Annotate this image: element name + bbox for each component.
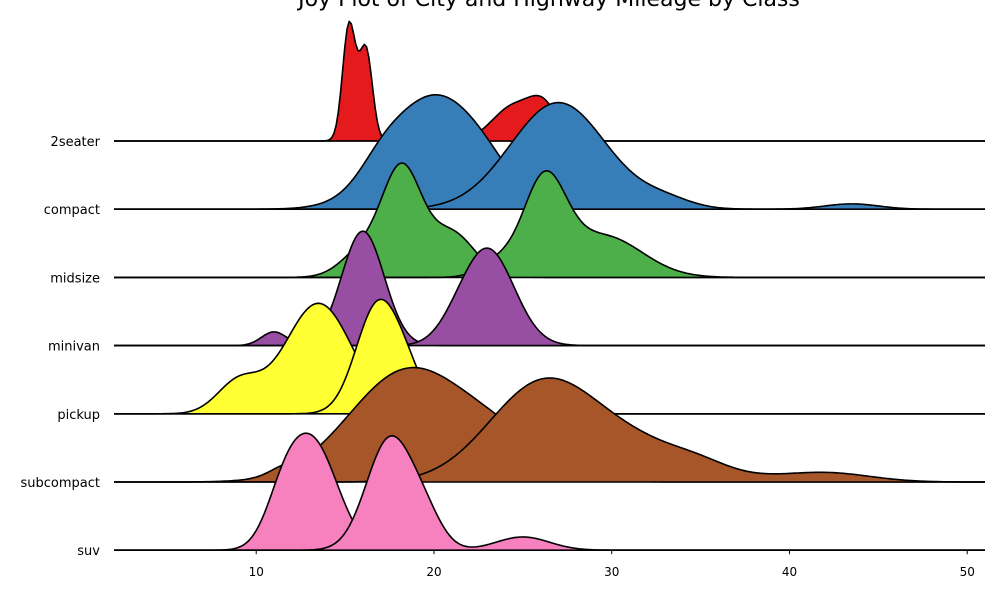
row-label-pickup: pickup <box>57 408 100 423</box>
ridges-group <box>114 20 986 552</box>
ridge-area-suv-cty <box>114 433 985 551</box>
ridge-area-subcompact-cty <box>114 367 985 482</box>
ridge-area-compact-hwy <box>114 102 985 210</box>
ridge-area-pickup-cty <box>114 303 985 414</box>
row-label-2seater: 2seater <box>51 135 101 150</box>
ridge-area-subcompact-hwy <box>114 378 985 482</box>
x-tick-label: 20 <box>426 565 441 579</box>
row-label-minivan: minivan <box>48 340 100 355</box>
row-labels: 2seater compact midsize minivan pickup subcom… <box>21 135 101 559</box>
chart-title: Joy Plot of City and Highway Mileage by … <box>296 0 800 12</box>
ridge-midsize <box>114 162 985 279</box>
ridge-subcompact <box>114 366 986 483</box>
x-axis: 10 20 30 40 50 <box>249 550 975 579</box>
row-label-midsize: midsize <box>50 271 100 286</box>
x-tick-label: 30 <box>604 565 619 579</box>
x-tick-label: 50 <box>960 565 975 579</box>
x-tick-label: 10 <box>249 565 264 579</box>
ridge-suv <box>114 432 985 552</box>
ridge-area-midsize-hwy <box>114 170 985 278</box>
row-label-subcompact: subcompact <box>21 476 101 491</box>
row-label-suv: suv <box>77 544 100 559</box>
row-label-compact: compact <box>44 203 100 218</box>
x-tick-label: 40 <box>782 565 797 579</box>
